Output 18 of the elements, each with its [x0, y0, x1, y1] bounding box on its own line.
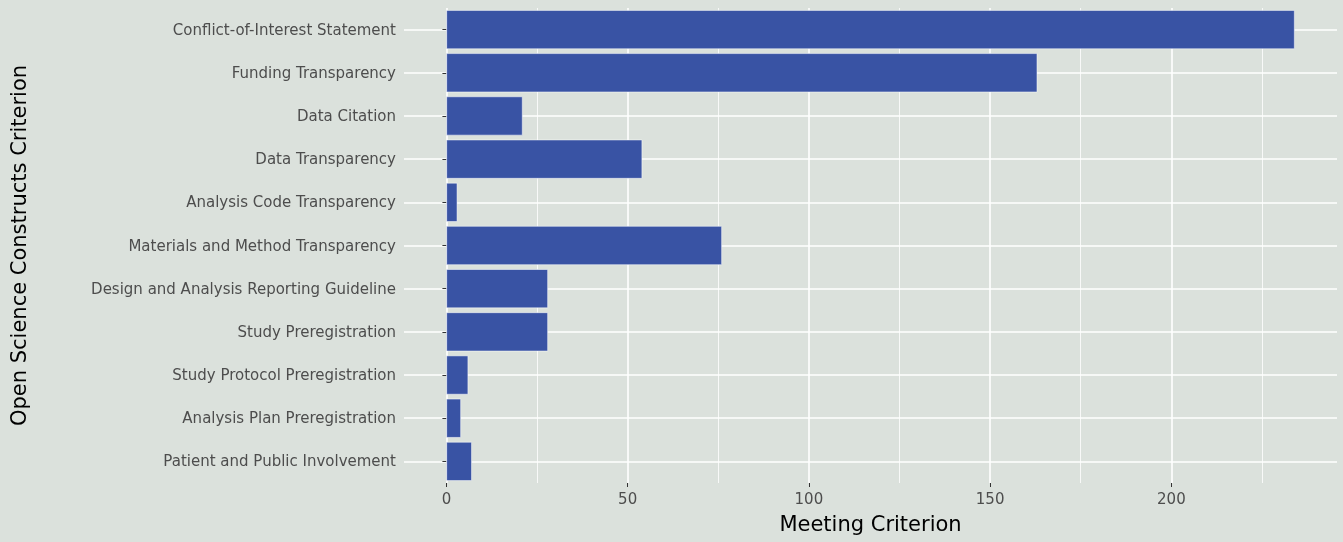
x-axis-title: Meeting Criterion [779, 511, 962, 536]
y-tick-label: Patient and Public Involvement [163, 452, 397, 471]
y-tick-label: Materials and Method Transparency [128, 236, 397, 255]
y-tick-label: Design and Analysis Reporting Guideline [91, 279, 396, 298]
y-tick-label: Study Preregistration [237, 322, 396, 341]
y-tick-label: Data Transparency [255, 150, 397, 169]
x-tick-label: 0 [441, 489, 452, 508]
y-tick-label: Data Citation [296, 106, 396, 125]
x-tick-label: 200 [1157, 489, 1186, 508]
y-axis-title: Open Science Constructs Criterion [6, 64, 31, 427]
y-tick-label: Funding Transparency [231, 63, 397, 82]
y-tick-label: Conflict-of-Interest Statement [172, 20, 397, 39]
x-tick-label: 50 [618, 489, 638, 508]
y-tick-label: Analysis Code Transparency [186, 193, 397, 212]
x-tick-label: 150 [975, 489, 1005, 508]
y-tick-label: Analysis Plan Preregistration [182, 409, 396, 428]
x-tick-label: 100 [794, 489, 824, 508]
y-tick-label: Study Protocol Preregistration [172, 366, 396, 385]
